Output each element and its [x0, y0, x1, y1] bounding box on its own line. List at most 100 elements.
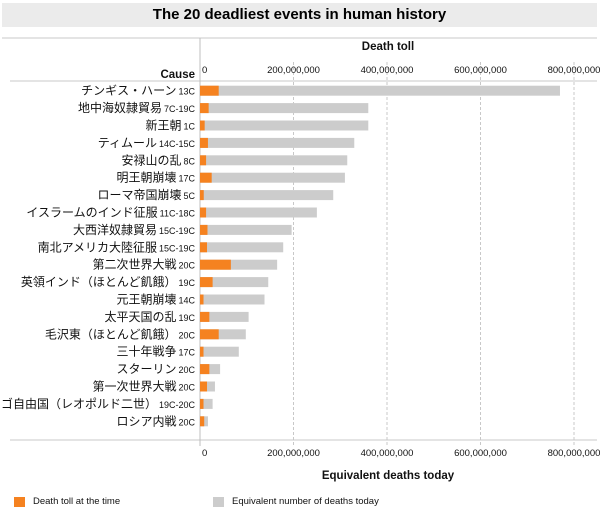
category-name: ローマ帝国崩壊	[97, 187, 181, 202]
equivalent-bar	[200, 103, 369, 114]
at-time-bar	[200, 85, 219, 96]
equivalent-bar	[200, 277, 269, 288]
bottom-tick-label: 0	[202, 448, 207, 459]
top-tick-label: 0	[202, 65, 207, 76]
category-labels: チンギス・ハーン 13C 地中海奴隷貿易 7C-19C 新王朝 1C ティムール 14C-15…	[0, 84, 195, 429]
bottom-tick-label: 600,000,000	[454, 448, 507, 459]
at-time-bar	[200, 242, 208, 253]
category-period: 15C-19C	[159, 226, 196, 236]
at-time-bar	[200, 346, 204, 357]
category-period: 19C	[178, 278, 195, 288]
category-name: スターリン	[116, 362, 176, 376]
category-name: チンギス・ハーン	[81, 84, 176, 98]
bottom-tick-label: 400,000,000	[361, 448, 414, 459]
category-label: イスラームのインド征服 11C-18C	[26, 206, 195, 220]
equivalent-bar	[200, 381, 215, 392]
at-time-bar	[200, 155, 207, 166]
equivalent-bar	[200, 155, 348, 166]
bottom-tick-label: 200,000,000	[267, 448, 320, 459]
equivalent-bar	[200, 329, 246, 340]
category-period: 1C	[183, 122, 195, 132]
category-period: 20C	[178, 261, 195, 271]
category-label: 三十年戦争 17C	[116, 345, 195, 359]
category-period: 20C	[178, 330, 195, 340]
category-period: 17C	[178, 348, 195, 358]
equivalent-bar	[200, 137, 355, 148]
bottom-tick-label: 800,000,000	[548, 448, 600, 459]
category-label: 南北アメリカ大陸征服 15C-19C	[38, 239, 196, 254]
bottom-axis-title: Equivalent deaths today	[322, 470, 455, 482]
category-label: コンゴ自由国（レオポルド二世）19C-20C	[0, 396, 195, 411]
top-tick-label: 200,000,000	[267, 65, 320, 76]
equivalent-bar	[200, 120, 369, 131]
category-label: 毛沢東（ほとんど飢餓） 20C	[45, 326, 196, 341]
category-name: イスラームのインド征服	[26, 206, 157, 220]
category-period: 17C	[178, 174, 195, 184]
at-time-bar	[200, 398, 204, 409]
at-time-bar	[200, 120, 205, 131]
category-label: ローマ帝国崩壊 5C	[97, 187, 195, 202]
category-label: 第二次世界大戦 20C	[92, 258, 195, 272]
equivalent-bar	[200, 207, 317, 218]
category-label: 新王朝 1C	[145, 118, 195, 133]
category-period: 14C	[178, 296, 195, 306]
category-name: 三十年戦争	[116, 345, 176, 359]
legend-item-equivalent: Equivalent number of deaths today	[213, 496, 379, 507]
at-time-bar	[200, 137, 208, 148]
equivalent-bar	[200, 311, 249, 322]
chart-title: The 20 deadliest events in human history	[2, 3, 597, 27]
category-label: 太平天国の乱 19C	[104, 309, 195, 324]
top-tick-label: 600,000,000	[454, 65, 507, 76]
category-label: 地中海奴隷貿易 7C-19C	[78, 100, 196, 115]
top-tick-label: 400,000,000	[361, 65, 414, 76]
category-label: 第一次世界大戦 20C	[92, 380, 195, 394]
top-axis-title: Death toll	[362, 41, 414, 53]
at-time-bar	[200, 277, 213, 288]
at-time-bar	[200, 259, 231, 270]
category-period: 8C	[183, 156, 195, 166]
at-time-bar	[200, 224, 208, 235]
category-name: 明王朝崩壊	[116, 171, 176, 185]
tick-labels: 0 0 200,000,000 200,000,000 400,000,000 400,0…	[202, 65, 600, 459]
category-label: スターリン 20C	[116, 362, 195, 376]
equivalent-bar	[200, 172, 345, 183]
legend-label-equivalent: Equivalent number of deaths today	[232, 496, 379, 507]
legend-swatch-orange	[14, 496, 25, 507]
category-name: 毛沢東（ほとんど飢餓）	[45, 326, 177, 341]
category-name: 新王朝	[145, 118, 181, 133]
category-name: 地中海奴隷貿易	[78, 100, 162, 115]
equivalent-bar	[200, 346, 239, 357]
at-time-bar	[200, 190, 204, 201]
category-period: 7C-19C	[164, 104, 196, 114]
equivalent-bar	[200, 224, 292, 235]
category-name: 第一次世界大戦	[92, 380, 176, 394]
category-name: 南北アメリカ大陸征服	[38, 239, 157, 254]
legend-label-at-time: Death toll at the time	[33, 496, 121, 507]
category-name: 大西洋奴隷貿易	[73, 222, 157, 237]
at-time-bar	[200, 294, 204, 305]
category-period: 14C-15C	[159, 139, 196, 149]
equivalent-bar	[200, 364, 221, 375]
equivalent-bar	[200, 85, 560, 96]
category-header: Cause	[160, 69, 195, 81]
category-label: ロシア内戦 20C	[116, 414, 195, 428]
at-time-bar	[200, 103, 209, 114]
grid-lines	[293, 62, 575, 446]
category-label: 大西洋奴隷貿易 15C-19C	[73, 222, 196, 237]
category-name: ロシア内戦	[116, 414, 176, 428]
equivalent-bar	[200, 398, 213, 409]
category-name: 英領インド（ほとんど飢餓）	[21, 274, 177, 289]
at-time-bar	[200, 172, 212, 183]
at-time-bar	[200, 416, 205, 427]
category-label: 元王朝崩壊 14C	[116, 293, 195, 307]
equivalent-bar	[200, 242, 284, 253]
category-label: 明王朝崩壊 17C	[116, 171, 195, 185]
category-name: ティムール	[98, 136, 157, 150]
equivalent-bar	[200, 294, 265, 305]
category-period: 20C	[178, 383, 195, 393]
category-name: 太平天国の乱	[104, 309, 176, 324]
legend-item-at-time: Death toll at the time	[14, 496, 120, 507]
at-time-bar	[200, 207, 207, 218]
legend-swatch-gray	[213, 496, 224, 507]
equivalent-bar	[200, 259, 278, 270]
